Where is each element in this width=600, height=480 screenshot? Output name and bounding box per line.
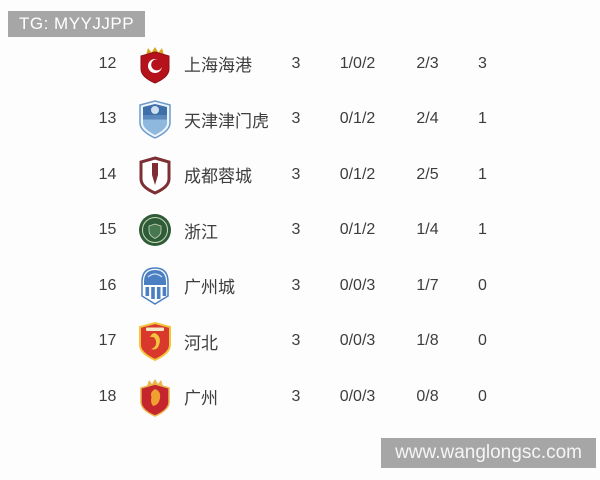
tianjin-jinmenhu-badge <box>130 99 180 140</box>
team-name-label: 天津津门虎 <box>184 111 269 131</box>
matches-played-value: 3 <box>291 221 301 239</box>
win-draw-loss-value: 0/1/2 <box>339 221 376 239</box>
points-value: 0 <box>478 332 487 350</box>
team-name-label: 广州 <box>184 389 218 409</box>
shanghai-port-badge <box>130 44 180 84</box>
table-row[interactable]: 13 天津津门虎 3 0/1/2 2/4 1 <box>0 92 600 148</box>
hebei-badge <box>130 321 180 362</box>
team-name-label: 广州城 <box>184 278 235 298</box>
team-name-label: 成都蓉城 <box>184 167 252 187</box>
team-name-label: 上海海港 <box>184 56 252 76</box>
chengdu-rongcheng-badge <box>130 155 180 195</box>
rank-label: 12 <box>98 54 117 72</box>
win-draw-loss-value: 0/0/3 <box>339 387 376 405</box>
table-row[interactable]: 15 浙江 3 0/1/2 1/4 1 <box>0 203 600 259</box>
team-name-label: 浙江 <box>184 222 218 242</box>
telegram-tag-label: TG: MYYJJPP <box>8 11 146 37</box>
team-name-label: 河北 <box>184 333 218 353</box>
matches-played-value: 3 <box>291 54 301 72</box>
watermark-site-label: www.wanglongsc.com <box>381 438 596 468</box>
win-draw-loss-value: 0/0/3 <box>339 332 376 350</box>
win-draw-loss-value: 0/0/3 <box>339 276 376 294</box>
table-row[interactable]: 12 上海海港 3 1/0/2 2/3 3 <box>0 36 600 92</box>
matches-played-value: 3 <box>291 165 301 183</box>
matches-played-value: 3 <box>291 332 301 350</box>
table-row[interactable]: 16 广州城 3 0/0/3 1/7 0 <box>0 258 600 314</box>
goals-for-against-value: 1/4 <box>416 221 439 239</box>
guangzhou-badge <box>130 377 180 417</box>
matches-played-value: 3 <box>291 110 301 128</box>
win-draw-loss-value: 0/1/2 <box>339 165 376 183</box>
goals-for-against-value: 2/4 <box>416 110 439 128</box>
zhejiang-badge <box>130 210 180 250</box>
goals-for-against-value: 1/7 <box>416 276 439 294</box>
points-value: 0 <box>478 387 487 405</box>
win-draw-loss-value: 0/1/2 <box>339 110 376 128</box>
rank-label: 14 <box>98 165 117 183</box>
rank-label: 16 <box>98 276 117 294</box>
points-value: 3 <box>478 54 487 72</box>
table-row[interactable]: 14 成都蓉城 3 0/1/2 2/5 1 <box>0 147 600 203</box>
points-value: 1 <box>478 165 487 183</box>
goals-for-against-value: 2/5 <box>416 165 439 183</box>
matches-played-value: 3 <box>291 387 301 405</box>
goals-for-against-value: 0/8 <box>416 387 439 405</box>
rank-label: 13 <box>98 110 117 128</box>
points-value: 0 <box>478 276 487 294</box>
guangzhou-city-badge <box>130 266 180 306</box>
league-standings-table: 12 上海海港 3 1/0/2 2/3 3 13 天津津门虎 3 0/1/2 2… <box>0 36 600 425</box>
rank-label: 15 <box>98 221 117 239</box>
goals-for-against-value: 2/3 <box>416 54 439 72</box>
rank-label: 18 <box>98 387 117 405</box>
matches-played-value: 3 <box>291 276 301 294</box>
points-value: 1 <box>478 221 487 239</box>
win-draw-loss-value: 1/0/2 <box>339 54 376 72</box>
points-value: 1 <box>478 110 487 128</box>
rank-label: 17 <box>98 332 117 350</box>
table-row[interactable]: 18 广州 3 0/0/3 0/8 0 <box>0 369 600 425</box>
table-row[interactable]: 17 河北 3 0/0/3 1/8 0 <box>0 314 600 370</box>
goals-for-against-value: 1/8 <box>416 332 439 350</box>
